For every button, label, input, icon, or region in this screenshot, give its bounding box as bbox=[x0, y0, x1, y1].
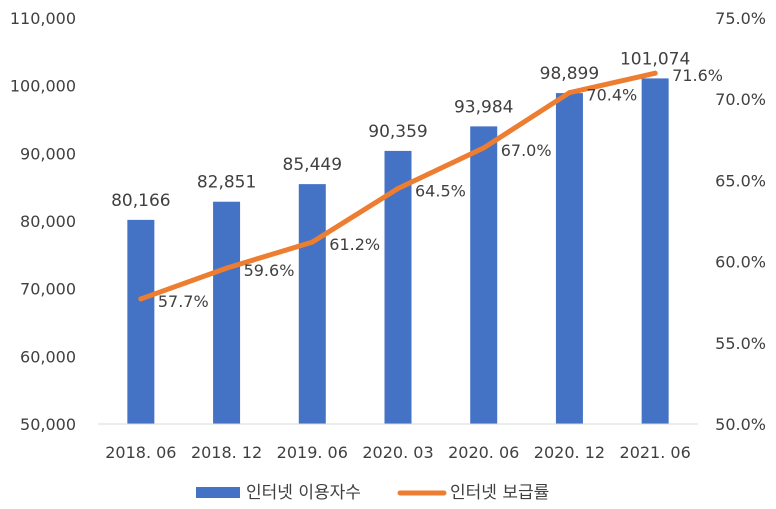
right-axis-tick-label: 60.0% bbox=[715, 253, 766, 272]
line-point bbox=[566, 90, 572, 96]
x-axis-tick-label: 2019. 06 bbox=[277, 443, 348, 462]
left-axis-tick-label: 110,000 bbox=[10, 9, 76, 28]
bar bbox=[298, 184, 326, 424]
bar-data-label: 101,074 bbox=[620, 49, 690, 69]
bar-data-labels: 80,166 82,851 85,449 90,359 93,984 98,899 101,… bbox=[111, 49, 690, 210]
bar-data-label: 98,899 bbox=[540, 64, 599, 84]
right-axis-tick-label: 50.0% bbox=[715, 415, 766, 434]
x-axis-tick-label: 2018. 12 bbox=[191, 443, 262, 462]
bar-data-label: 82,851 bbox=[197, 173, 256, 193]
line-data-label: 57.7% bbox=[158, 292, 209, 311]
bar bbox=[555, 93, 583, 425]
left-axis-tick-label: 100,000 bbox=[10, 77, 76, 96]
bar bbox=[127, 219, 155, 424]
right-axis-tick-label: 65.0% bbox=[715, 171, 766, 190]
line-data-label: 59.6% bbox=[244, 261, 295, 280]
line-point bbox=[481, 145, 487, 151]
bar-series-users bbox=[127, 78, 669, 425]
x-axis-ticks: 2018. 06 2018. 12 2019. 06 2020. 03 2020. 06… bbox=[105, 443, 691, 462]
legend-label-users: 인터넷 이용자수 bbox=[246, 483, 361, 503]
bar bbox=[641, 78, 669, 425]
x-axis-tick-label: 2020. 03 bbox=[362, 443, 433, 462]
left-axis-tick-label: 90,000 bbox=[20, 144, 76, 163]
x-axis-tick-label: 2020. 12 bbox=[534, 443, 605, 462]
line-point bbox=[138, 296, 144, 302]
line-point bbox=[652, 70, 658, 76]
bar-data-label: 90,359 bbox=[368, 122, 427, 142]
line-data-label: 61.2% bbox=[329, 235, 380, 254]
legend-swatch-users bbox=[196, 487, 240, 498]
left-axis-tick-label: 60,000 bbox=[20, 347, 76, 366]
bar-data-label: 80,166 bbox=[111, 191, 170, 211]
legend-label-penetration: 인터넷 보급률 bbox=[450, 483, 549, 503]
line-series-penetration bbox=[138, 70, 658, 302]
line-point bbox=[395, 186, 401, 192]
left-axis: 50,000 60,000 70,000 80,000 90,000 100,000 110… bbox=[10, 9, 76, 434]
line-data-label: 71.6% bbox=[672, 66, 723, 85]
line-data-labels: 57.7% 59.6% 61.2% 64.5% 67.0% 70.4% 71.6% bbox=[158, 66, 723, 311]
bar-data-label: 93,984 bbox=[454, 97, 513, 117]
right-axis-tick-label: 70.0% bbox=[715, 90, 766, 109]
line-point bbox=[309, 239, 315, 245]
legend: 인터넷 이용자수 인터넷 보급률 bbox=[196, 483, 549, 503]
x-axis-tick-label: 2018. 06 bbox=[105, 443, 176, 462]
bar-data-label: 85,449 bbox=[283, 155, 342, 175]
right-axis-tick-label: 75.0% bbox=[715, 9, 766, 28]
left-axis-tick-label: 80,000 bbox=[20, 212, 76, 231]
x-axis-tick-label: 2020. 06 bbox=[448, 443, 519, 462]
line-data-label: 64.5% bbox=[415, 182, 466, 201]
x-axis-tick-label: 2021. 06 bbox=[620, 443, 691, 462]
left-axis-tick-label: 50,000 bbox=[20, 415, 76, 434]
right-axis: 50.0% 55.0% 60.0% 65.0% 70.0% 75.0% bbox=[715, 9, 766, 434]
line-point bbox=[224, 265, 230, 271]
line-data-label: 70.4% bbox=[586, 86, 637, 105]
bar bbox=[470, 126, 498, 424]
right-axis-tick-label: 55.0% bbox=[715, 334, 766, 353]
left-axis-tick-label: 70,000 bbox=[20, 280, 76, 299]
line-data-label: 67.0% bbox=[501, 141, 552, 160]
bar bbox=[213, 201, 241, 424]
